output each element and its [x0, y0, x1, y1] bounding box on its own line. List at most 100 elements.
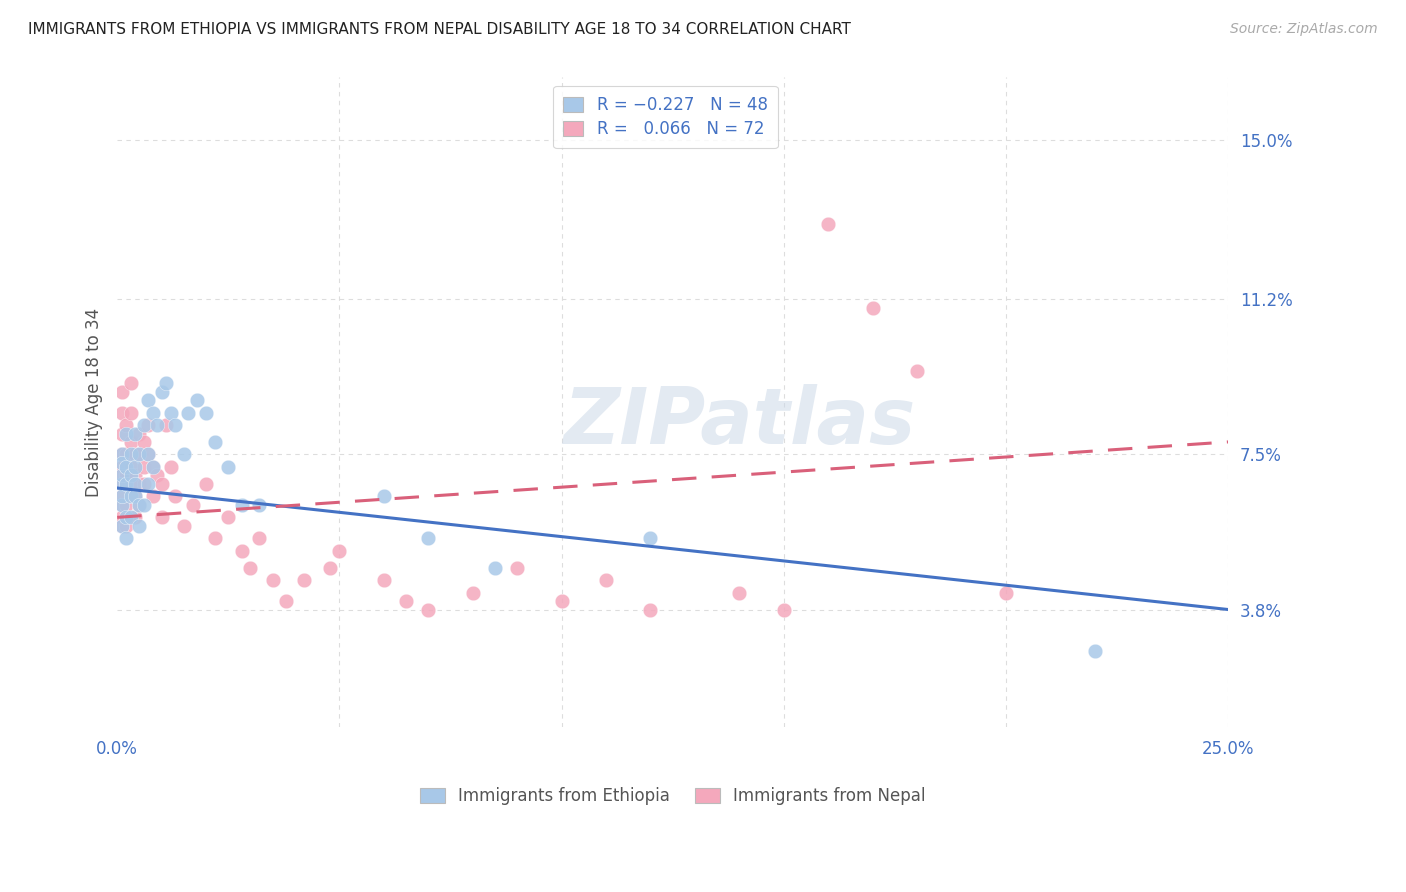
Point: [111, 426, 134, 441]
Point: [163, 489, 186, 503]
Point: [120, 434, 142, 449]
Point: [817, 217, 839, 231]
Point: [247, 498, 270, 512]
Point: [120, 460, 142, 475]
Point: [905, 364, 928, 378]
Point: [128, 426, 150, 441]
Point: [231, 544, 253, 558]
Point: [111, 448, 134, 462]
Point: [150, 476, 173, 491]
Point: [111, 518, 134, 533]
Point: [111, 468, 134, 483]
Point: [461, 586, 484, 600]
Text: ZIPatlas: ZIPatlas: [564, 384, 915, 459]
Point: [111, 468, 134, 483]
Point: [136, 448, 159, 462]
Point: [111, 406, 134, 420]
Point: [136, 392, 159, 407]
Point: [111, 448, 134, 462]
Point: [373, 573, 395, 587]
Point: [155, 418, 177, 433]
Point: [120, 489, 142, 503]
Point: [319, 560, 342, 574]
Point: [124, 460, 146, 475]
Point: [111, 498, 134, 512]
Point: [150, 510, 173, 524]
Point: [155, 376, 177, 391]
Point: [124, 510, 146, 524]
Point: [128, 518, 150, 533]
Point: [247, 531, 270, 545]
Point: [120, 489, 142, 503]
Point: [772, 602, 794, 616]
Point: [142, 460, 165, 475]
Point: [132, 434, 155, 449]
Point: [177, 406, 200, 420]
Point: [115, 426, 138, 441]
Point: [111, 448, 134, 462]
Point: [204, 434, 226, 449]
Point: [120, 510, 142, 524]
Point: [506, 560, 529, 574]
Point: [124, 476, 146, 491]
Legend: Immigrants from Ethiopia, Immigrants from Nepal: Immigrants from Ethiopia, Immigrants fro…: [413, 780, 932, 812]
Point: [120, 468, 142, 483]
Point: [484, 560, 506, 574]
Point: [994, 586, 1017, 600]
Point: [115, 531, 138, 545]
Point: [115, 476, 138, 491]
Point: [111, 384, 134, 399]
Point: [136, 476, 159, 491]
Point: [115, 510, 138, 524]
Point: [124, 489, 146, 503]
Point: [292, 573, 315, 587]
Point: [128, 476, 150, 491]
Point: [142, 460, 165, 475]
Point: [239, 560, 262, 574]
Point: [173, 448, 195, 462]
Point: [124, 468, 146, 483]
Point: [231, 498, 253, 512]
Point: [373, 489, 395, 503]
Point: [142, 406, 165, 420]
Point: [132, 498, 155, 512]
Point: [262, 573, 284, 587]
Point: [120, 406, 142, 420]
Point: [181, 498, 204, 512]
Y-axis label: Disability Age 18 to 34: Disability Age 18 to 34: [86, 308, 103, 497]
Point: [136, 418, 159, 433]
Point: [115, 518, 138, 533]
Point: [217, 460, 239, 475]
Point: [111, 498, 134, 512]
Point: [595, 573, 617, 587]
Point: [195, 406, 218, 420]
Point: [186, 392, 208, 407]
Point: [204, 531, 226, 545]
Point: [150, 384, 173, 399]
Point: [124, 489, 146, 503]
Point: [163, 418, 186, 433]
Point: [728, 586, 751, 600]
Point: [115, 468, 138, 483]
Point: [115, 476, 138, 491]
Point: [115, 460, 138, 475]
Point: [111, 460, 134, 475]
Point: [640, 531, 662, 545]
Point: [173, 518, 195, 533]
Point: [111, 456, 134, 470]
Point: [142, 489, 165, 503]
Point: [124, 426, 146, 441]
Point: [132, 418, 155, 433]
Point: [111, 510, 134, 524]
Point: [132, 460, 155, 475]
Point: [217, 510, 239, 524]
Point: [115, 418, 138, 433]
Point: [120, 476, 142, 491]
Point: [115, 448, 138, 462]
Point: [124, 448, 146, 462]
Point: [418, 602, 440, 616]
Point: [862, 301, 884, 315]
Point: [146, 468, 169, 483]
Point: [111, 489, 134, 503]
Point: [418, 531, 440, 545]
